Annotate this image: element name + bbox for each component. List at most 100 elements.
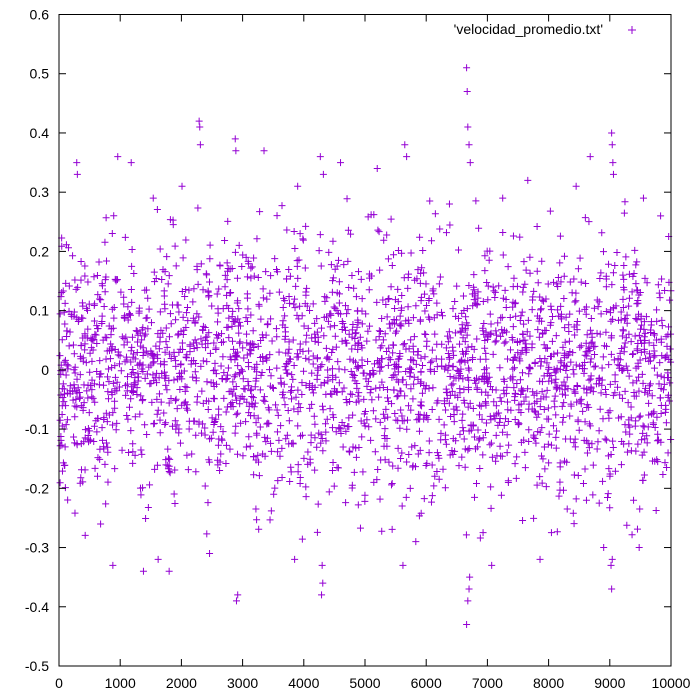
data-point bbox=[263, 295, 271, 303]
data-point bbox=[176, 439, 184, 447]
data-point bbox=[372, 415, 380, 423]
data-point bbox=[413, 416, 421, 424]
data-point bbox=[332, 373, 340, 381]
data-point bbox=[480, 330, 488, 338]
data-point bbox=[120, 300, 128, 308]
data-point bbox=[149, 194, 157, 202]
data-point bbox=[477, 402, 485, 410]
data-point bbox=[556, 232, 564, 240]
data-point bbox=[262, 331, 270, 339]
data-point bbox=[283, 275, 291, 283]
data-point bbox=[366, 274, 374, 282]
data-point bbox=[526, 269, 534, 277]
data-point bbox=[165, 333, 173, 341]
data-point bbox=[206, 241, 214, 249]
data-point bbox=[476, 401, 484, 409]
data-point bbox=[334, 309, 342, 317]
data-point bbox=[384, 255, 392, 263]
data-point bbox=[285, 265, 293, 273]
data-point bbox=[563, 505, 571, 513]
data-point bbox=[102, 500, 110, 508]
data-point bbox=[572, 495, 580, 503]
data-point bbox=[66, 382, 74, 390]
data-point bbox=[318, 402, 326, 410]
data-point bbox=[243, 273, 251, 281]
data-point bbox=[647, 326, 655, 334]
data-point bbox=[266, 351, 274, 359]
data-point bbox=[56, 310, 64, 318]
data-point bbox=[479, 297, 487, 305]
data-point bbox=[349, 320, 357, 328]
data-point bbox=[537, 362, 545, 370]
data-point bbox=[609, 391, 617, 399]
data-point bbox=[242, 314, 250, 322]
data-point bbox=[550, 397, 558, 405]
data-point bbox=[502, 338, 510, 346]
data-point bbox=[428, 492, 436, 500]
data-point bbox=[572, 361, 580, 369]
data-point bbox=[631, 246, 639, 254]
data-point bbox=[430, 368, 438, 376]
data-point bbox=[83, 334, 91, 342]
data-point bbox=[492, 402, 500, 410]
data-point bbox=[120, 335, 128, 343]
data-point bbox=[562, 362, 570, 370]
data-point bbox=[345, 330, 353, 338]
data-point bbox=[319, 406, 327, 414]
data-point bbox=[489, 283, 497, 291]
data-point bbox=[274, 477, 282, 485]
data-point bbox=[549, 278, 557, 286]
data-point bbox=[606, 407, 614, 415]
data-point bbox=[649, 409, 657, 417]
data-point bbox=[652, 336, 660, 344]
data-point bbox=[609, 437, 617, 445]
data-point bbox=[72, 387, 80, 395]
data-point bbox=[472, 197, 480, 205]
data-point bbox=[565, 321, 573, 329]
data-point bbox=[95, 258, 103, 266]
data-point bbox=[371, 448, 379, 456]
data-point bbox=[175, 308, 183, 316]
data-point bbox=[217, 450, 225, 458]
data-point bbox=[545, 363, 553, 371]
data-point bbox=[601, 385, 609, 393]
data-point bbox=[524, 176, 532, 184]
data-point bbox=[490, 398, 498, 406]
data-point bbox=[250, 254, 258, 262]
data-point bbox=[143, 314, 151, 322]
data-point bbox=[182, 236, 190, 244]
data-point bbox=[209, 379, 217, 387]
data-point bbox=[187, 360, 195, 368]
data-point bbox=[325, 248, 333, 256]
data-point bbox=[130, 379, 138, 387]
data-point bbox=[97, 520, 105, 528]
data-point bbox=[151, 465, 159, 473]
data-point bbox=[512, 312, 520, 320]
data-point bbox=[482, 355, 490, 363]
data-point bbox=[223, 276, 231, 284]
data-point bbox=[87, 344, 95, 352]
data-point bbox=[77, 342, 85, 350]
data-point bbox=[402, 493, 410, 501]
data-point bbox=[186, 348, 194, 356]
data-point bbox=[384, 394, 392, 402]
y-tick-label: -0.3 bbox=[25, 540, 49, 556]
data-point bbox=[262, 268, 270, 276]
data-point bbox=[640, 448, 648, 456]
data-point bbox=[256, 386, 264, 394]
data-point bbox=[324, 373, 332, 381]
data-point bbox=[318, 434, 326, 442]
data-point bbox=[474, 426, 482, 434]
data-point bbox=[164, 461, 172, 469]
data-point bbox=[353, 323, 361, 331]
data-point bbox=[465, 444, 473, 452]
data-point bbox=[233, 299, 241, 307]
data-point bbox=[234, 409, 242, 417]
data-point bbox=[547, 529, 555, 537]
data-point bbox=[384, 413, 392, 421]
data-point bbox=[590, 363, 598, 371]
data-point bbox=[180, 367, 188, 375]
data-point bbox=[71, 509, 79, 517]
x-tick-label: 7000 bbox=[472, 675, 503, 691]
data-point bbox=[388, 480, 396, 488]
